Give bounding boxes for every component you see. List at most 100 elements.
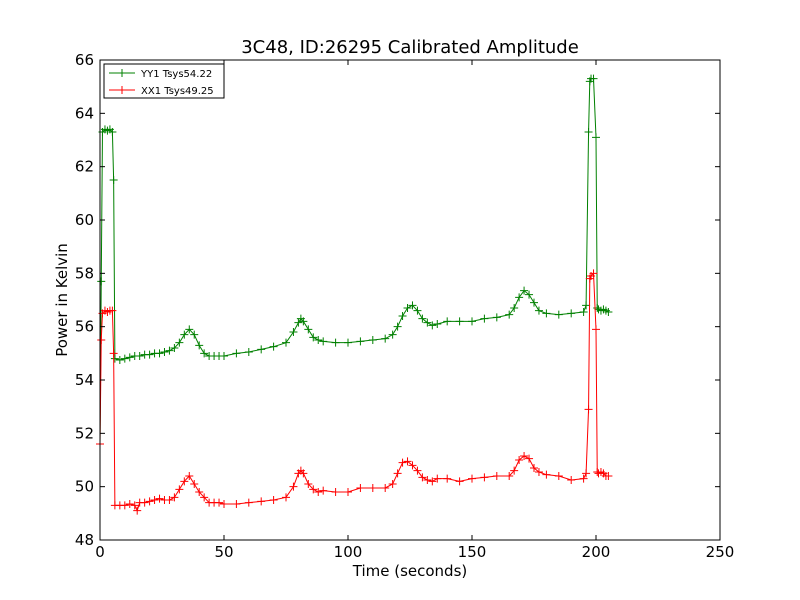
data-point [269, 496, 278, 504]
data-point [356, 484, 365, 492]
data-point [220, 500, 228, 508]
data-point [492, 472, 501, 480]
data-point [110, 354, 119, 363]
data-point [604, 472, 613, 480]
data-point [309, 333, 318, 342]
legend-box [103, 63, 225, 99]
y-tick-label: 58 [75, 264, 94, 282]
data-point [505, 472, 514, 480]
series-1 [96, 269, 613, 515]
data-point [140, 498, 149, 507]
x-tick-label: 200 [582, 543, 611, 561]
data-point [542, 309, 551, 318]
data-point [408, 461, 417, 470]
data-point [592, 325, 600, 334]
data-point [314, 336, 323, 344]
legend: YY1 Tsys54.22 XX1 Tsys49.25 [103, 63, 225, 99]
data-point [344, 488, 352, 496]
data-point [388, 330, 397, 339]
data-point [368, 484, 377, 492]
y-tick-label: 52 [75, 424, 94, 442]
data-point [190, 330, 199, 339]
legend-label-xx1: XX1 Tsys49.25 [141, 86, 214, 97]
data-point [165, 496, 174, 504]
x-axis-label: Time (seconds) [352, 562, 468, 580]
data-point [133, 506, 142, 515]
data-point [398, 458, 407, 467]
data-point [185, 472, 194, 480]
data-point [215, 498, 224, 507]
data-point [381, 334, 390, 343]
data-point [220, 352, 228, 360]
data-point [455, 317, 464, 326]
data-point [604, 308, 613, 316]
data-point [567, 309, 576, 318]
data-point [589, 74, 598, 83]
data-point [423, 476, 432, 484]
data-point [433, 474, 442, 483]
y-tick-label: 62 [75, 158, 94, 176]
data-point [579, 474, 588, 483]
data-point [428, 477, 437, 486]
data-point [108, 128, 117, 136]
chart-title: 3C48, ID:26295 Calibrated Amplitude [241, 37, 579, 58]
data-point [145, 350, 154, 359]
data-point [505, 310, 514, 319]
data-point [155, 349, 164, 358]
data-point [195, 488, 204, 496]
data-point [515, 456, 524, 464]
data-point [200, 493, 209, 502]
data-point [232, 500, 241, 508]
data-point [468, 474, 476, 483]
data-point [393, 322, 402, 331]
data-point [165, 346, 174, 355]
data-point [269, 342, 278, 351]
data-point [125, 353, 134, 362]
data-point [455, 477, 464, 486]
x-tick-label: 100 [334, 543, 363, 561]
data-point [584, 405, 593, 414]
data-point [319, 486, 328, 495]
data-point [579, 308, 588, 316]
legend-marker-yy1 [118, 69, 126, 77]
data-point [592, 133, 600, 142]
data-point [554, 472, 563, 480]
data-point [534, 306, 543, 315]
data-point [289, 482, 298, 491]
data-point [542, 470, 551, 479]
data-point [331, 338, 340, 347]
data-point [582, 301, 591, 310]
legend-label-yy1: YY1 Tsys54.22 [140, 69, 212, 80]
data-point [413, 466, 422, 475]
data-point [515, 293, 524, 302]
y-tick-label: 50 [75, 478, 94, 496]
data-point [403, 304, 412, 312]
legend-marker-xx1 [118, 86, 126, 94]
data-point [567, 476, 576, 484]
data-point [294, 318, 303, 327]
data-point [356, 337, 365, 346]
data-point [344, 338, 352, 347]
data-point [492, 313, 501, 322]
data-point [423, 318, 432, 327]
data-point [443, 474, 452, 483]
data-point [180, 330, 189, 339]
y-tick-label: 54 [75, 371, 94, 389]
data-point [195, 341, 204, 350]
data-point [282, 493, 290, 502]
series-layer [96, 74, 613, 515]
data-point [175, 338, 184, 347]
data-point [433, 320, 442, 328]
data-point [443, 317, 452, 326]
data-point [314, 488, 323, 496]
y-tick-label: 64 [75, 104, 94, 122]
data-point [109, 176, 118, 184]
data-point [480, 473, 489, 482]
data-point [309, 485, 318, 494]
data-point [108, 306, 117, 315]
data-point [97, 277, 106, 286]
data-point [155, 494, 164, 503]
data-point [120, 354, 129, 363]
data-point [120, 501, 129, 510]
